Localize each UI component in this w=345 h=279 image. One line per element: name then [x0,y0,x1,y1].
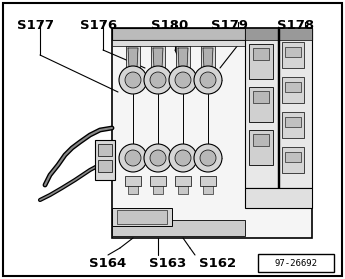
Circle shape [119,66,147,94]
Text: S178: S178 [277,19,315,32]
Circle shape [125,72,141,88]
Bar [203,186,213,194]
Bar [151,46,165,91]
Bar [200,176,216,186]
Bar [117,210,167,224]
Circle shape [150,150,166,166]
Bar [258,254,334,272]
Circle shape [144,66,172,94]
Bar [282,147,304,173]
Polygon shape [153,48,163,86]
Text: S180: S180 [151,19,189,32]
Circle shape [144,144,172,172]
Bar [98,160,112,172]
Circle shape [125,150,141,166]
Circle shape [194,66,222,94]
Bar [278,28,279,188]
Bar [253,48,269,60]
Bar [201,46,215,91]
Bar [112,28,312,238]
Bar [285,47,301,57]
Bar [112,208,172,226]
Circle shape [150,72,166,88]
Circle shape [175,72,191,88]
Circle shape [169,144,197,172]
Bar [112,40,312,46]
Text: S177: S177 [17,19,53,32]
Bar [126,46,140,91]
Bar [98,144,112,156]
Text: S162: S162 [199,257,237,270]
Polygon shape [128,48,138,86]
Bar [245,28,312,188]
Text: S164: S164 [89,257,127,270]
Bar [285,152,301,162]
Bar [245,188,312,208]
Polygon shape [203,48,213,86]
Circle shape [200,150,216,166]
Bar [253,91,269,103]
Bar [176,46,190,91]
Polygon shape [178,48,188,86]
Bar [282,112,304,138]
Bar [285,117,301,127]
Bar [249,130,273,165]
Bar [249,44,273,79]
Bar [153,186,163,194]
Circle shape [119,144,147,172]
Bar [253,134,269,146]
Circle shape [194,144,222,172]
Text: S176: S176 [80,19,118,32]
Bar [175,176,191,186]
Circle shape [200,72,216,88]
Bar [125,176,141,186]
Text: 97-26692: 97-26692 [275,259,317,268]
Bar [112,220,245,236]
Circle shape [175,150,191,166]
Bar [112,28,312,40]
Text: S179: S179 [211,19,248,32]
Bar [178,186,188,194]
Bar [282,77,304,103]
Circle shape [169,66,197,94]
Bar [128,186,138,194]
Bar [285,82,301,92]
Text: S163: S163 [149,257,187,270]
Bar [150,176,166,186]
Bar [282,42,304,68]
Bar [245,28,312,40]
Bar [249,87,273,122]
Bar [95,140,115,180]
